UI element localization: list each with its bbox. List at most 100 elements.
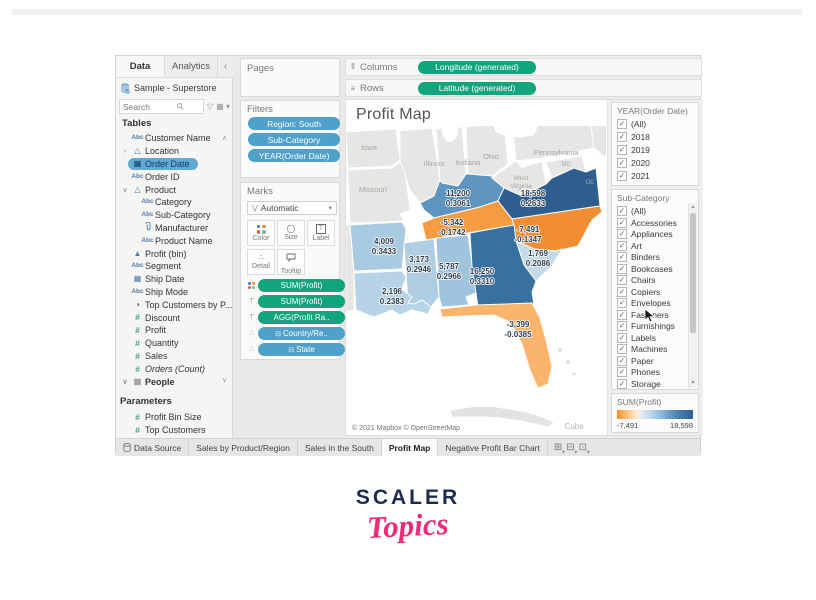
year-option[interactable]: ✓ 2019 [617, 145, 650, 155]
collapse-group-icon[interactable]: ∨ [122, 186, 128, 194]
pill-agg-profit-ratio[interactable]: AGG(Profit Ra.. [258, 311, 345, 324]
collapse-group-icon[interactable]: ∨ [122, 378, 128, 386]
scroll-down-icon[interactable]: ∨ [222, 377, 228, 384]
checkbox-checked[interactable]: ✓ [617, 217, 627, 228]
tab-analytics[interactable]: Analytics [164, 56, 218, 77]
pill-sum-profit-label[interactable]: SUM(Profit) [258, 295, 345, 308]
search-box[interactable] [119, 99, 205, 114]
subcategory-option[interactable]: ✓ Furnishings [617, 321, 675, 331]
checkbox-checked[interactable]: ✓ [617, 229, 627, 239]
pill-state[interactable]: ⊟ State [258, 343, 345, 356]
checkbox-checked[interactable]: ✓ [617, 263, 627, 274]
scroll-up-icon[interactable]: ▲ [690, 204, 696, 210]
scroll-down-icon[interactable]: ▼ [690, 380, 696, 386]
state-louisiana[interactable] [353, 270, 432, 318]
subcategory-option[interactable]: ✓ Accessories [617, 217, 677, 228]
checkbox-checked[interactable]: ✓ [617, 367, 627, 377]
checkbox-checked[interactable]: ✓ [617, 119, 627, 129]
field-quantity[interactable]: # Quantity [116, 337, 247, 350]
field-order-date[interactable]: ▦ Order Date [116, 157, 245, 171]
field-segment[interactable]: Abc Segment [131, 261, 182, 272]
field-sales[interactable]: # Sales [116, 350, 247, 363]
scrollbar[interactable]: ▲ ▼ [688, 203, 697, 388]
state-georgia[interactable] [469, 224, 537, 308]
tooltip-button[interactable]: Tooltip [277, 249, 305, 275]
pill-longitude[interactable]: Longitude (generated) [418, 60, 536, 74]
field-product-name[interactable]: Abc Product Name [141, 235, 213, 246]
detail-button[interactable]: ∴ Detail [247, 249, 275, 275]
subcategory-option[interactable]: ✓ Storage [617, 378, 661, 389]
checkbox-checked[interactable]: ✓ [617, 132, 627, 142]
new-dashboard-icon[interactable]: ⊟ [566, 442, 578, 456]
table-people[interactable]: ∨ ▦ People [116, 375, 237, 388]
field-customer-name[interactable]: Abc Customer Name [131, 133, 211, 144]
collapse-pane-icon[interactable]: ‹ [223, 61, 228, 72]
scrollbar-thumb[interactable] [690, 213, 696, 333]
label-button[interactable]: T Label [307, 220, 335, 246]
color-legend-gradient[interactable] [617, 410, 693, 419]
year-option[interactable]: ✓ 2018 [617, 132, 650, 142]
field-product[interactable]: ∨ △ Product [116, 183, 237, 196]
rows-shelf[interactable]: ≡ Rows Latitude (generated) [345, 79, 702, 97]
checkbox-checked[interactable]: ✓ [617, 158, 627, 168]
tab-data[interactable]: Data [116, 56, 164, 77]
field-profit[interactable]: # Profit [116, 324, 247, 337]
checkbox-checked[interactable]: ✓ [617, 332, 627, 343]
subcategory-option[interactable]: ✓ Art [617, 240, 642, 251]
state-alabama[interactable] [435, 234, 477, 308]
subcategory-option[interactable]: ✓ Phones [617, 367, 660, 377]
expand-box-icon[interactable]: ⊟ [275, 330, 281, 338]
mark-type-dropdown[interactable]: ⋁ Automatic ▾ [247, 201, 337, 215]
subcategory-option[interactable]: ✓ Labels [617, 332, 657, 343]
tab-sales-by-product-region[interactable]: Sales by Product/Region [189, 439, 298, 456]
field-order-id[interactable]: Abc Order ID [131, 171, 180, 182]
new-story-icon[interactable]: ⊡ [579, 442, 591, 456]
checkbox-checked[interactable]: ✓ [617, 240, 627, 251]
parameter-top-customers[interactable]: # Top Customers [116, 424, 247, 437]
field-sub-category[interactable]: Abc Sub-Category [141, 210, 211, 221]
tab-sales-in-the-south[interactable]: Sales in the South [298, 439, 382, 456]
checkbox-checked[interactable]: ✓ [617, 252, 627, 262]
field-ship-date[interactable]: ▦ Ship Date [116, 273, 247, 286]
checkbox-checked[interactable]: ✓ [617, 145, 627, 155]
subcategory-option[interactable]: ✓ (All) [617, 206, 647, 216]
view-as-grid-icon[interactable]: ▦ ▾ [216, 101, 230, 111]
tab-profit-map[interactable]: Profit Map [381, 439, 439, 456]
checkbox-checked[interactable]: ✓ [617, 171, 627, 181]
expand-icon[interactable]: › [123, 147, 127, 155]
parameter-profit-bin-size[interactable]: # Profit Bin Size [116, 411, 247, 424]
checkbox-checked[interactable]: ✓ [617, 321, 627, 331]
expand-box-icon[interactable]: ⊟ [288, 346, 295, 354]
checkbox-checked[interactable]: ✓ [617, 344, 627, 354]
subcategory-option[interactable]: ✓ Binders [617, 252, 660, 262]
filter-pill-region[interactable]: Region: South [248, 117, 340, 130]
subcategory-option[interactable]: ✓ Chairs [617, 275, 656, 285]
subcategory-option[interactable]: ✓ Copiers [617, 286, 661, 297]
checkbox-checked[interactable]: ✓ [617, 378, 627, 389]
new-worksheet-icon[interactable]: ⊞ [554, 442, 566, 456]
color-button[interactable]: Color [247, 220, 275, 246]
filter-pill-subcategory[interactable]: Sub-Category [248, 133, 340, 146]
year-option[interactable]: ✓ 2021 [617, 171, 650, 181]
field-ship-mode[interactable]: Abc Ship Mode [131, 286, 189, 297]
year-option[interactable]: ✓ 2020 [617, 158, 650, 168]
search-input[interactable] [123, 101, 175, 112]
subcategory-option[interactable]: ✓ Bookcases [617, 263, 673, 274]
filter-funnel-icon[interactable]: ▽ [207, 101, 214, 111]
pill-sum-profit-color[interactable]: SUM(Profit) [258, 279, 345, 292]
field-location[interactable]: › △ Location [116, 145, 237, 158]
tab-negative-profit-bar-chart[interactable]: Negative Profit Bar Chart [438, 439, 548, 456]
subcategory-option[interactable]: ✓ Envelopes [617, 298, 671, 308]
size-button[interactable]: ◯ Size [277, 220, 305, 246]
checkbox-checked[interactable]: ✓ [617, 275, 627, 285]
state-florida[interactable] [439, 302, 553, 389]
field-profit-bin[interactable]: ▲ Profit (bin) [116, 247, 247, 260]
checkbox-checked[interactable]: ✓ [617, 206, 627, 216]
datasource-row[interactable]: Sample - Superstore [120, 81, 230, 95]
field-category[interactable]: Abc Category [141, 197, 192, 208]
map-viewport[interactable]: Profit Map [346, 100, 608, 435]
filter-pill-year[interactable]: YEAR(Order Date) [248, 149, 340, 162]
field-discount[interactable]: # Discount [116, 311, 247, 324]
field-top-customers-set[interactable]: ◑ Top Customers by P... [116, 298, 247, 311]
profit-map-svg[interactable]: Iowa Illinois Indiana Ohio Pennsylvania … [346, 126, 606, 435]
